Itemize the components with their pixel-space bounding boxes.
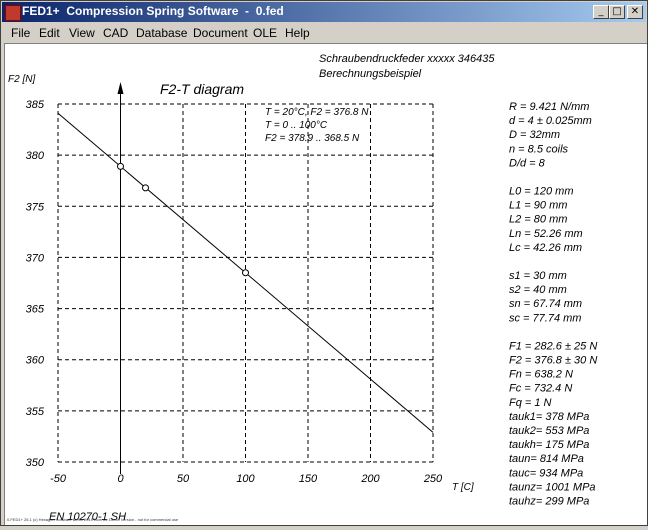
result-line: F2 = 376.8 ± 30 N [509,355,597,367]
close-button[interactable]: ✕ [627,5,643,19]
result-line: D = 32mm [509,129,560,141]
menu-help[interactable]: Help [285,26,310,40]
menu-bar: File Edit View CAD Database Document OLE… [2,23,646,42]
f2-t-chart: Schraubendruckfeder xxxxx 346435 Berechn… [8,53,597,523]
maximize-button[interactable]: □ [609,5,625,19]
x-tick-label: 0 [117,473,124,485]
header-line1: Schraubendruckfeder xxxxx 346435 [319,53,495,65]
x-tick-label: 150 [299,473,318,485]
result-line: s2 = 40 mm [509,284,567,296]
result-line: L0 = 120 mm [509,186,574,198]
x-tick-label: 200 [360,473,380,485]
app-icon [5,5,21,21]
result-line: tauk2= 553 MPa [509,425,589,437]
drawing-canvas[interactable]: Schraubendruckfeder xxxxx 346435 Berechn… [4,43,647,525]
result-line: D/d = 8 [509,157,546,169]
menu-edit[interactable]: Edit [39,26,60,40]
data-point [117,162,124,170]
data-point [242,269,249,277]
result-line: Lc = 42.26 mm [509,242,582,254]
result-line: tauc= 934 MPa [509,467,583,479]
chart-title: F2-T diagram [160,81,244,97]
menu-database[interactable]: Database [136,26,188,40]
result-line: Fc = 732.4 N [509,383,572,395]
x-tick-label: 50 [177,473,190,485]
y-tick-label: 355 [26,406,45,418]
window-title: FED1+ Compression Spring Software - 0.fe… [8,4,284,18]
chart-annotation: T = 20°C, F2 = 376.8 N T = 0 .. 100°C F2… [265,107,369,144]
y-tick-label: 350 [26,457,45,469]
result-line: L1 = 90 mm [509,200,567,212]
menu-ole[interactable]: OLE [253,26,278,40]
y-tick-label: 375 [26,201,45,213]
y-tick-label: 385 [26,99,45,111]
header-line2: Berechnungsbeispiel [319,68,422,80]
y-tick-label: 365 [26,304,45,316]
annotation-line2: T = 0 .. 100°C [265,120,328,131]
y-axis-label: F2 [N] [8,74,35,85]
results-panel: R = 9.421 N/mm d = 4 ± 0.025mm D = 32mm n =… [509,101,597,508]
standard-label: EN 10270-1 SH [49,511,126,523]
result-line: L2 = 80 mm [509,214,567,226]
menu-document[interactable]: Document [193,26,248,40]
x-tick-label: 100 [236,473,255,485]
result-line: taukh= 175 MPa [509,439,589,451]
result-line: Fq = 1 N [509,397,552,409]
result-line: d = 4 ± 0.025mm [509,115,592,127]
window-title-text: Compression Spring Software - 0.fed [66,4,284,18]
menu-view[interactable]: View [69,26,95,40]
y-tick-label: 360 [26,355,45,367]
result-line: sc = 77.74 mm [509,312,581,324]
y-axis-arrow [117,82,124,94]
annotation-line3: F2 = 378.9 .. 368.5 N [265,133,360,144]
result-line: Ln = 52.26 mm [509,228,583,240]
result-line: s1 = 30 mm [509,270,567,282]
y-tick-label: 380 [26,150,45,162]
result-line: R = 9.421 N/mm [509,101,589,113]
result-line: tauk1= 378 MPa [509,411,589,423]
menu-cad[interactable]: CAD [103,26,129,40]
x-tick-label: 250 [423,473,443,485]
app-name: FED1+ [22,4,60,18]
x-tick-label: -50 [50,473,67,485]
y-tick-label: 370 [26,252,45,264]
result-line: taun= 814 MPa [509,453,584,465]
status-text: 0.FED1+ 26.1 (c) Hexagon Software Berlin… [7,517,179,522]
minimize-button[interactable]: _ [593,5,609,19]
annotation-line1: T = 20°C, F2 = 376.8 N [265,107,369,118]
result-line: n = 8.5 coils [509,143,569,155]
result-line: taunz= 1001 MPa [509,481,596,493]
menu-file[interactable]: File [11,26,31,40]
title-bar[interactable]: FED1+ Compression Spring Software - 0.fe… [2,2,646,22]
result-line: tauhz= 299 MPa [509,496,589,508]
result-line: Fn = 638.2 N [509,369,573,381]
x-axis-label: T [C] [452,482,474,493]
result-line: sn = 67.74 mm [509,298,582,310]
result-line: F1 = 282.6 ± 25 N [509,340,597,352]
data-point [142,184,149,192]
